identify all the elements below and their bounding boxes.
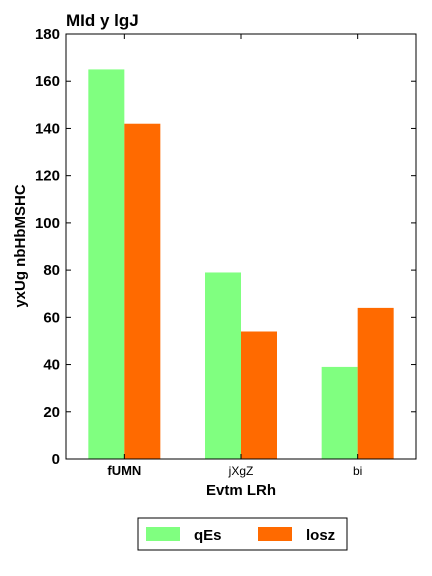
legend-items: qEs losz [146,527,335,544]
legend: qEs losz [137,517,348,551]
bar-losz-jXgZ [241,331,277,459]
y-tick-label: 20 [43,404,60,421]
legend-label-losz: losz [306,527,335,544]
y-tick-label: 140 [35,120,60,137]
legend-label-qEs: qEs [194,527,222,544]
bar-qEs-bi [321,366,358,459]
bar-losz-fUMN [124,123,161,459]
y-tick-label: 160 [35,73,60,90]
bar-losz-bi [357,307,394,459]
bar-qEs-jXgZ [205,272,241,459]
legend-swatch-losz [258,527,292,541]
y-axis-label: yxUg nbHbMSHC [12,184,29,308]
x-ticks: fUMN jXgZ bi [107,34,362,478]
x-tick-label: fUMN [107,463,141,478]
y-tick-label: 0 [52,451,60,468]
x-tick-label: bi [353,464,362,478]
y-tick-label: 40 [43,357,60,374]
y-tick-label: 100 [35,215,60,232]
bars-layer [88,69,394,460]
y-ticks: 0 20 40 60 80 100 120 140 160 180 [35,26,416,468]
bar-qEs-fUMN [88,69,125,460]
x-axis-label: Evtm LRh [206,482,276,499]
x-tick-label: jXgZ [228,464,254,478]
y-tick-label: 80 [43,262,60,279]
y-tick-label: 120 [35,168,60,185]
legend-swatch-qEs [146,527,180,541]
chart-title: MId y lgJ [66,11,139,30]
y-tick-label: 180 [35,26,60,43]
y-tick-label: 60 [43,309,60,326]
